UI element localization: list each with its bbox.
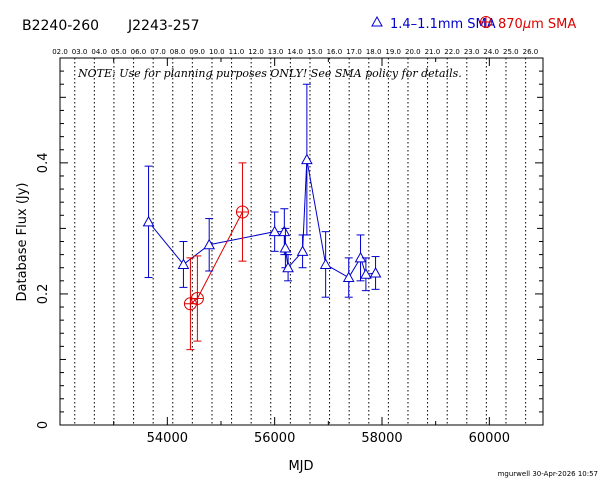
axis-ticks: [59, 57, 544, 426]
triangle-marker: [360, 268, 372, 279]
top-axis-label: 14.0: [287, 48, 303, 56]
top-axis-label: 11.0: [229, 48, 245, 56]
data-point-triangle: [177, 241, 190, 288]
triangle-marker: [279, 242, 292, 253]
data-point-triangle: [301, 83, 313, 236]
data-point-triangle: [142, 165, 155, 279]
top-axis-labels: 02.0 03.0 04.0 05.0 06.0 07.0 08.0 09.0 10.0 11.0…: [52, 48, 538, 56]
x-tick-label: 56000: [254, 431, 295, 446]
data-point-circle-plus: [235, 162, 249, 262]
data-point-triangle: [360, 257, 372, 292]
data-point-triangle: [369, 256, 382, 290]
data-point-circle-plus: [190, 255, 204, 342]
triangle-marker: [268, 225, 281, 237]
y-axis-label: Database Flux (Jy): [15, 183, 30, 302]
legend-blue: 1.4–1.1mm SMA: [371, 15, 496, 32]
triangle-marker: [278, 225, 291, 237]
top-axis-label: 03.0: [72, 48, 88, 56]
data-point-triangle: [319, 231, 332, 298]
triangle-marker: [296, 245, 309, 256]
top-axis-label: 21.0: [425, 48, 441, 56]
footer-credit: mgurwell 30-Apr-2026 10:57: [498, 470, 598, 478]
top-axis-label: 06.0: [131, 48, 147, 56]
triangle-marker: [319, 258, 332, 269]
top-axis-label: 09.0: [189, 48, 205, 56]
series-line: [148, 159, 376, 279]
legend-red-label: 870μm SMA: [498, 17, 576, 32]
legend-blue-label: 1.4–1.1mm SMA: [390, 17, 496, 32]
data-point-triangle: [282, 254, 294, 282]
top-axis-label: 19.0: [385, 48, 401, 56]
top-axis-label: 25.0: [503, 48, 519, 56]
x-axis-label: MJD: [288, 459, 313, 474]
legend-triangle-icon: [371, 15, 383, 27]
data-point-triangle: [342, 257, 355, 298]
legend-red-mu: μ: [522, 17, 531, 32]
triangle-marker: [369, 266, 382, 278]
triangle-marker: [203, 238, 216, 250]
y-tick-label: 0.4: [36, 153, 51, 174]
top-axis-label: 10.0: [209, 48, 225, 56]
y-tick-labels: 0 0.2 0.4: [36, 153, 51, 430]
top-axis-label: 18.0: [366, 48, 382, 56]
x-tick-label: 58000: [361, 431, 402, 446]
top-axis-label: 26.0: [523, 48, 539, 56]
y-tick-label: 0: [36, 421, 51, 429]
triangle-marker: [177, 258, 190, 269]
top-axis-label: 20.0: [405, 48, 421, 56]
top-axis-label: 17.0: [346, 48, 362, 56]
plot-frame: [59, 57, 544, 426]
triangle-marker: [301, 153, 313, 165]
top-axis-label: 07.0: [150, 48, 166, 56]
data-point-triangle: [268, 211, 281, 252]
triangle-marker: [282, 261, 294, 273]
series-line: [190, 211, 243, 305]
data-point-triangle: [296, 234, 309, 269]
legend-red-prefix: 870: [498, 17, 523, 32]
top-axis-label: 13.0: [268, 48, 284, 56]
y-tick-label: 0.2: [36, 284, 51, 305]
x-tick-label: 54000: [147, 431, 188, 446]
x-tick-labels: 54000 56000 58000 60000: [147, 431, 510, 446]
year-lines: [74, 58, 527, 425]
alt-source-name: J2243-257: [127, 18, 200, 34]
top-axis-label: 02.0: [52, 48, 68, 56]
top-axis-label: 04.0: [91, 48, 107, 56]
top-axis-label: 16.0: [327, 48, 343, 56]
top-axis-label: 15.0: [307, 48, 323, 56]
source-name: B2240-260: [22, 18, 99, 34]
triangle-marker: [342, 271, 355, 283]
series-points: [142, 83, 382, 351]
planning-note: NOTE: Use for planning purposes ONLY! Se…: [77, 67, 462, 80]
triangle-marker: [142, 215, 155, 227]
x-tick-label: 60000: [469, 431, 510, 446]
series-lines: [148, 159, 376, 305]
top-axis-label: 08.0: [170, 48, 186, 56]
legend-red-suffix: m SMA: [531, 17, 576, 32]
top-axis-label: 24.0: [483, 48, 499, 56]
legend-red: 870μm SMA: [480, 16, 576, 32]
top-axis-label: 12.0: [248, 48, 264, 56]
top-axis-label: 22.0: [444, 48, 460, 56]
top-axis-label: 23.0: [464, 48, 480, 56]
top-axis-label: 05.0: [111, 48, 127, 56]
data-point-triangle: [203, 218, 216, 272]
